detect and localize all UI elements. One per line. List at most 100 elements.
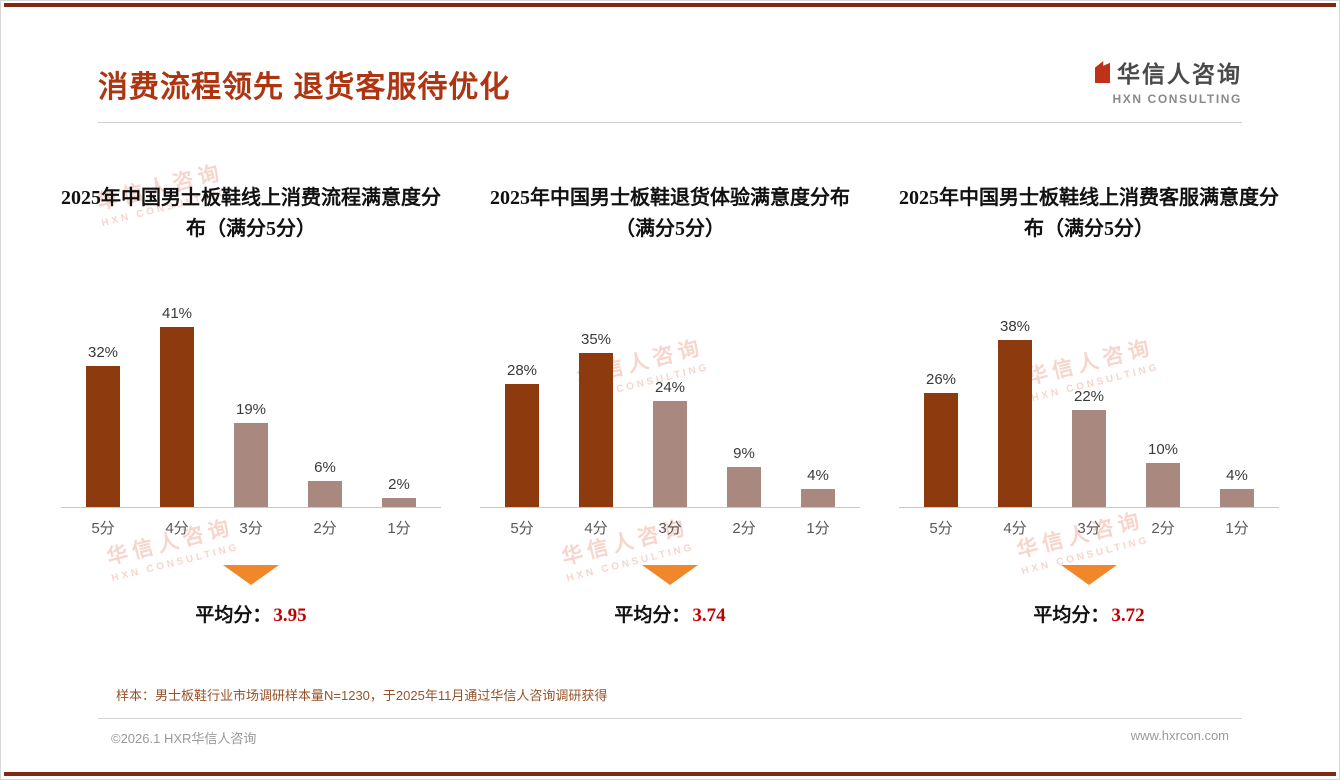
bar-cell: 9% — [719, 445, 769, 507]
bar-cell: 35% — [571, 331, 621, 507]
copyright-text: ©2026.1 HXR华信人咨询 — [111, 731, 257, 746]
average-value: 3.95 — [273, 605, 307, 626]
category-label: 4分 — [584, 520, 608, 537]
average-score: 平均分： 3.72 — [1033, 600, 1144, 627]
sample-note: 样本：男士板鞋行业市场调研样本量N=1230，于2025年11月通过华信人咨询调… — [116, 688, 608, 703]
bar-value-label: 28% — [506, 362, 538, 379]
footer-divider — [98, 718, 1242, 719]
bar-cell: 4% — [793, 467, 843, 507]
bar-cell: 4% — [1212, 467, 1262, 507]
bar — [234, 423, 268, 507]
page-title: 消费流程领先 退货客服待优化 — [98, 71, 511, 104]
chart-categories: 5分 4分 3分 2分 1分 — [480, 517, 860, 538]
bar-cell: 41% — [152, 305, 202, 507]
bar-cell: 38% — [990, 318, 1040, 507]
bar-value-label: 4% — [1226, 467, 1248, 484]
chart-title: 2025年中国男士板鞋线上消费客服满意度分布（满分5分） — [899, 187, 1279, 240]
average-label: 平均分： — [195, 605, 272, 626]
logo-icon — [1095, 61, 1110, 83]
bar-cell: 22% — [1064, 388, 1114, 507]
bar — [1220, 489, 1254, 507]
bar — [727, 467, 761, 507]
bar-cell: 24% — [645, 379, 695, 507]
chart: 2025年中国男士板鞋线上消费客服满意度分布（满分5分） 26% 38% 22% 10… — [889, 183, 1289, 627]
category-label: 2分 — [313, 520, 337, 537]
category-label: 2分 — [1151, 520, 1175, 537]
bar-value-label: 24% — [654, 379, 686, 396]
chart-title: 2025年中国男士板鞋线上消费流程满意度分布（满分5分） — [61, 187, 441, 240]
bar — [579, 353, 613, 507]
bar — [382, 498, 416, 507]
bar — [308, 481, 342, 507]
bar-value-label: 6% — [314, 459, 336, 476]
bar-value-label: 10% — [1147, 441, 1179, 458]
bar-value-label: 35% — [580, 331, 612, 348]
category-label: 5分 — [510, 520, 534, 537]
bottom-rule — [4, 772, 1336, 776]
bar-cell: 6% — [300, 459, 350, 507]
chart-categories: 5分 4分 3分 2分 1分 — [61, 517, 441, 538]
footer: ©2026.1 HXR华信人咨询 www.hxrcon.com — [111, 728, 1229, 747]
category-label: 3分 — [658, 520, 682, 537]
logo-row: 华信人咨询 — [1095, 55, 1242, 89]
average-label: 平均分： — [614, 605, 691, 626]
bar — [160, 327, 194, 507]
category-label: 5分 — [929, 520, 953, 537]
bar — [998, 340, 1032, 507]
category-label: 1分 — [387, 520, 411, 537]
bar-value-label: 41% — [161, 305, 193, 322]
category-label: 3分 — [1077, 520, 1101, 537]
chart-title: 2025年中国男士板鞋退货体验满意度分布（满分5分） — [490, 187, 850, 240]
down-arrow-icon — [1061, 565, 1117, 585]
bar — [505, 384, 539, 507]
bar-value-label: 32% — [87, 344, 119, 361]
chart-categories: 5分 4分 3分 2分 1分 — [899, 517, 1279, 538]
category-label: 4分 — [1003, 520, 1027, 537]
bar-value-label: 4% — [807, 467, 829, 484]
bar — [1072, 410, 1106, 507]
bar-value-label: 9% — [733, 445, 755, 462]
category-label: 1分 — [806, 520, 830, 537]
bar-cell: 10% — [1138, 441, 1188, 507]
bar-cell: 26% — [916, 371, 966, 507]
bar-value-label: 38% — [999, 318, 1031, 335]
chart: 2025年中国男士板鞋线上消费流程满意度分布（满分5分） 32% 41% 19% 6%… — [51, 183, 451, 627]
chart-bars: 32% 41% 19% 6% 2% — [61, 273, 441, 508]
bar-value-label: 22% — [1073, 388, 1105, 405]
bar-value-label: 26% — [925, 371, 957, 388]
down-arrow-icon — [223, 565, 279, 585]
logo: 华信人咨询 HXN CONSULTING — [1095, 55, 1242, 106]
bar-cell: 2% — [374, 476, 424, 507]
category-label: 4分 — [165, 520, 189, 537]
bar — [86, 366, 120, 507]
average-score: 平均分： 3.95 — [195, 600, 306, 627]
average-score: 平均分： 3.74 — [614, 600, 725, 627]
bar-value-label: 19% — [235, 401, 267, 418]
charts-row: 2025年中国男士板鞋线上消费流程满意度分布（满分5分） 32% 41% 19% 6%… — [51, 183, 1289, 627]
top-rule — [4, 3, 1336, 7]
category-label: 1分 — [1225, 520, 1249, 537]
bar — [801, 489, 835, 507]
down-arrow-icon — [642, 565, 698, 585]
bar-cell: 19% — [226, 401, 276, 507]
average-value: 3.72 — [1111, 605, 1145, 626]
website-url: www.hxrcon.com — [1130, 728, 1229, 743]
category-label: 5分 — [91, 520, 115, 537]
bar-value-label: 2% — [388, 476, 410, 493]
header: 消费流程领先 退货客服待优化 华信人咨询 HXN CONSULTING — [98, 55, 1242, 106]
logo-subtitle: HXN CONSULTING — [1112, 92, 1242, 106]
category-label: 3分 — [239, 520, 263, 537]
logo-name: 华信人咨询 — [1117, 61, 1242, 87]
bar — [653, 401, 687, 507]
bar — [1146, 463, 1180, 507]
header-divider — [98, 122, 1242, 123]
chart-bars: 28% 35% 24% 9% 4% — [480, 273, 860, 508]
chart: 2025年中国男士板鞋退货体验满意度分布（满分5分） 28% 35% 24% 9% 4%… — [470, 183, 870, 627]
chart-bars: 26% 38% 22% 10% 4% — [899, 273, 1279, 508]
bar — [924, 393, 958, 507]
average-label: 平均分： — [1033, 605, 1110, 626]
average-value: 3.74 — [692, 605, 726, 626]
bar-cell: 32% — [78, 344, 128, 507]
bar-cell: 28% — [497, 362, 547, 507]
